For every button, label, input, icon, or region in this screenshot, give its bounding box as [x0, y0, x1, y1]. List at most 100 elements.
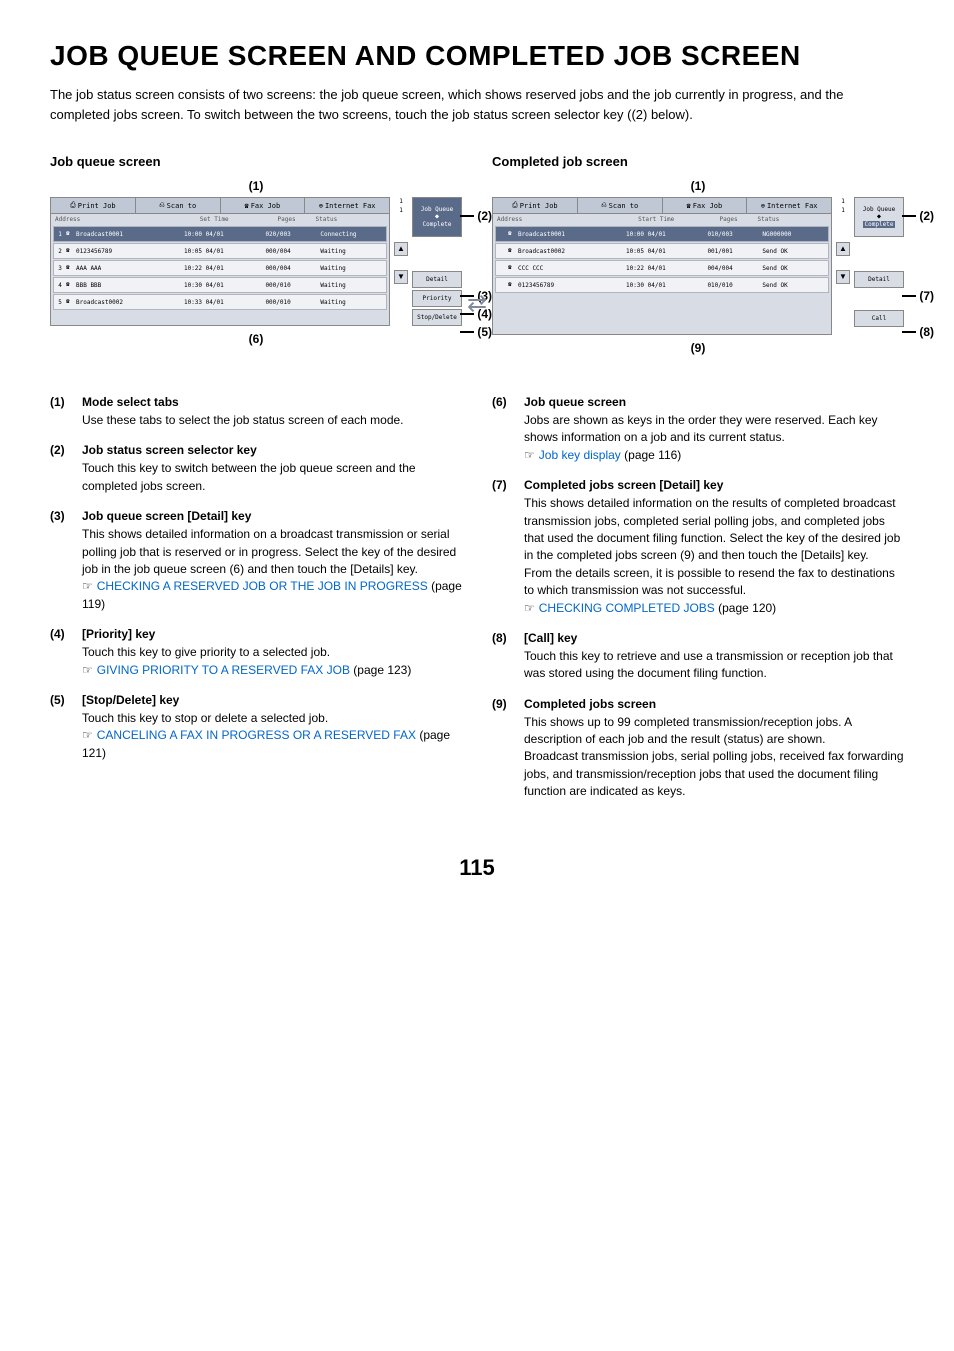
def-title: Completed jobs screen [Detail] key [524, 478, 904, 492]
globe-icon: ⊕ [761, 202, 765, 210]
table-row[interactable]: 3☎AAA AAA10:22 04/01000/004Waiting [53, 260, 387, 276]
scroll-bot-num: 1 [398, 206, 404, 215]
table-row[interactable]: 5☎Broadcast000210:33 04/01000/010Waiting [53, 294, 387, 310]
row-address: AAA AAA [76, 265, 182, 272]
def-text: This shows up to 99 completed transmissi… [524, 714, 904, 801]
row-time: 10:30 04/01 [184, 282, 263, 289]
definition-item: (7)Completed jobs screen [Detail] keyThi… [492, 478, 904, 617]
def-text: Touch this key to retrieve and use a tra… [524, 648, 904, 683]
tab-internet-fax[interactable]: ⊕Internet Fax [305, 198, 389, 213]
defs-right-col: (6)Job queue screenJobs are shown as key… [492, 395, 904, 815]
definition-item: (3)Job queue screen [Detail] keyThis sho… [50, 509, 462, 613]
row-address: Broadcast0001 [76, 231, 182, 238]
row-num: 2 [56, 248, 64, 255]
def-text: Touch this key to switch between the job… [82, 460, 462, 495]
table-row[interactable]: 2☎012345678910:05 04/01000/004Waiting [53, 243, 387, 259]
xref-link[interactable]: CANCELING A FAX IN PROGRESS OR A RESERVE… [97, 728, 416, 742]
table-row[interactable]: 1☎Broadcast000110:00 04/01020/003Connect… [53, 226, 387, 242]
link-page: (page 120) [715, 601, 776, 615]
side-buttons: Job Queue⬥Complete Detail Call [854, 197, 904, 335]
tab-print-job[interactable]: ⎙Print Job [493, 198, 578, 213]
fax-icon: ☎ [66, 264, 74, 272]
side-buttons: Job Queue⬥Complete Detail Priority Stop/… [412, 197, 462, 326]
row-time: 10:00 04/01 [184, 231, 263, 238]
tab-fax-job[interactable]: ☎Fax Job [221, 198, 306, 213]
completed-job-screen: ⎙Print Job ⎌Scan to ☎Fax Job ⊕Internet F… [492, 197, 832, 335]
completed-job-title: Completed job screen [492, 154, 904, 169]
fax-icon: ☎ [66, 247, 74, 255]
scroll-down[interactable]: ▼ [836, 270, 850, 284]
scroll-top-num: 1 [398, 197, 404, 206]
job-queue-button[interactable]: Job Queue⬥Complete [854, 197, 904, 237]
tab-label: Scan to [609, 202, 639, 210]
row-status: NG000000 [762, 231, 826, 238]
callout-7: (7) [919, 289, 934, 303]
detail-button[interactable]: Detail [412, 271, 462, 288]
header-row: Address Set Time Pages Status [51, 214, 389, 225]
scan-icon: ⎌ [601, 201, 607, 210]
header-time: Set Time [171, 216, 258, 223]
globe-icon: ⊕ [319, 202, 323, 210]
header-pages: Pages [700, 216, 758, 223]
callout-2-left: (2) [477, 209, 492, 223]
def-title: [Priority] key [82, 627, 462, 641]
detail-button[interactable]: Detail [854, 271, 904, 288]
row-address: Broadcast0001 [518, 231, 624, 238]
table-row[interactable]: ☎012345678910:30 04/01010/010Send OK [495, 277, 829, 293]
tab-scan-to[interactable]: ⎌Scan to [578, 198, 663, 213]
tab-print-job[interactable]: ⎙Print Job [51, 198, 136, 213]
row-time: 10:05 04/01 [184, 248, 263, 255]
page-number: 115 [50, 855, 904, 881]
stop-delete-button[interactable]: Stop/Delete [412, 309, 462, 326]
definition-item: (4)[Priority] keyTouch this key to give … [50, 627, 462, 679]
table-row[interactable]: ☎Broadcast000210:05 04/01001/001Send OK [495, 243, 829, 259]
table-row[interactable]: 4☎BBB BBB10:30 04/01000/010Waiting [53, 277, 387, 293]
row-time: 10:05 04/01 [626, 248, 705, 255]
fax-icon: ☎ [687, 202, 691, 210]
row-status: Send OK [762, 282, 826, 289]
row-time: 10:33 04/01 [184, 299, 263, 306]
scroll-top-num: 1 [840, 197, 846, 206]
job-queue-button[interactable]: Job Queue⬥Complete [412, 197, 462, 237]
row-status: Waiting [320, 265, 384, 272]
xref-link[interactable]: GIVING PRIORITY TO A RESERVED FAX JOB [97, 663, 350, 677]
row-pages: 010/003 [707, 231, 760, 238]
row-status: Waiting [320, 282, 384, 289]
pointer-icon: ☞ [82, 578, 93, 595]
xref-link[interactable]: CHECKING COMPLETED JOBS [539, 601, 715, 615]
scroll-up[interactable]: ▲ [836, 242, 850, 256]
table-row[interactable]: ☎Broadcast000110:00 04/01010/003NG000000 [495, 226, 829, 242]
header-time: Start Time [613, 216, 700, 223]
tab-fax-job[interactable]: ☎Fax Job [663, 198, 748, 213]
priority-button[interactable]: Priority [412, 290, 462, 307]
row-status: Send OK [762, 248, 826, 255]
tab-scan-to[interactable]: ⎌Scan to [136, 198, 221, 213]
row-status: Waiting [320, 299, 384, 306]
row-pages: 020/003 [265, 231, 318, 238]
xref-link[interactable]: Job key display [539, 448, 621, 462]
def-text: This shows detailed information on the r… [524, 495, 904, 617]
tab-label: Fax Job [251, 202, 281, 210]
def-num: (3) [50, 509, 72, 613]
scroll-bot-num: 1 [840, 206, 846, 215]
header-address: Address [497, 216, 613, 223]
def-num: (8) [492, 631, 514, 683]
scroll-up[interactable]: ▲ [394, 242, 408, 256]
xref-link[interactable]: CHECKING A RESERVED JOB OR THE JOB IN PR… [97, 579, 428, 593]
call-button[interactable]: Call [854, 310, 904, 327]
row-address: CCC CCC [518, 265, 624, 272]
table-row[interactable]: ☎CCC CCC10:22 04/01004/004Send OK [495, 260, 829, 276]
tab-internet-fax[interactable]: ⊕Internet Fax [747, 198, 831, 213]
page-title: JOB QUEUE SCREEN AND COMPLETED JOB SCREE… [50, 40, 904, 72]
callout-2-right: (2) [919, 209, 934, 223]
tab-label: Internet Fax [767, 202, 818, 210]
definition-item: (2)Job status screen selector keyTouch t… [50, 443, 462, 495]
definition-item: (9)Completed jobs screenThis shows up to… [492, 697, 904, 801]
scroll-down[interactable]: ▼ [394, 270, 408, 284]
fax-icon: ☎ [508, 264, 516, 272]
row-num: 3 [56, 265, 64, 272]
def-text: Touch this key to stop or delete a selec… [82, 710, 462, 762]
def-text: Jobs are shown as keys in the order they… [524, 412, 904, 464]
fax-icon: ☎ [66, 281, 74, 289]
intro-paragraph: The job status screen consists of two sc… [50, 85, 904, 124]
